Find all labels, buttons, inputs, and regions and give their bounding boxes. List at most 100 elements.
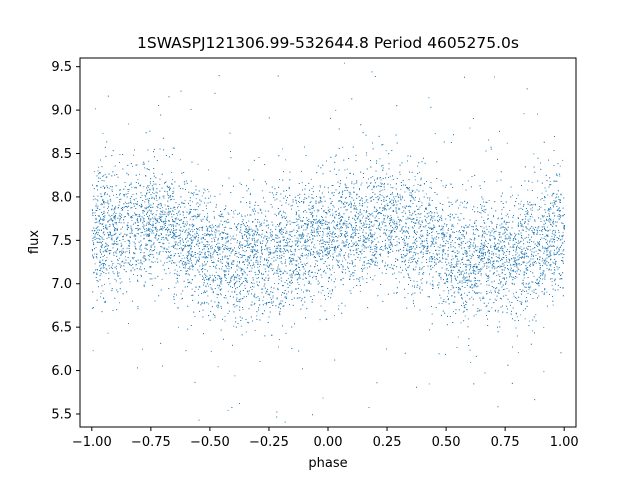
scatter-point [509, 260, 511, 262]
scatter-point [176, 280, 178, 282]
scatter-point [138, 262, 140, 264]
scatter-point [285, 212, 286, 214]
scatter-point [244, 234, 246, 235]
scatter-point [552, 231, 553, 233]
scatter-point [506, 142, 508, 144]
scatter-point [497, 292, 499, 294]
scatter-point [357, 248, 359, 249]
scatter-point [408, 262, 410, 263]
scatter-point [411, 196, 413, 198]
scatter-point [420, 238, 421, 240]
scatter-point [550, 265, 552, 267]
scatter-point [108, 187, 110, 189]
scatter-point [389, 221, 391, 223]
scatter-point [446, 279, 448, 281]
scatter-point [135, 234, 136, 236]
scatter-point [192, 269, 194, 271]
scatter-point [485, 240, 487, 242]
scatter-point [465, 269, 467, 270]
scatter-point [143, 224, 145, 226]
scatter-point [180, 293, 182, 295]
scatter-point [476, 265, 478, 267]
scatter-point [306, 290, 308, 292]
scatter-point [103, 203, 105, 205]
scatter-point [558, 199, 560, 200]
scatter-point [384, 232, 386, 234]
scatter-point [494, 310, 496, 312]
scatter-point [194, 229, 195, 230]
scatter-point [121, 253, 123, 254]
scatter-point [371, 243, 373, 245]
scatter-point [523, 277, 525, 279]
scatter-point [307, 238, 308, 240]
scatter-point [287, 278, 289, 280]
scatter-point [150, 213, 152, 215]
scatter-point [147, 186, 149, 188]
scatter-point [194, 246, 195, 247]
scatter-point [237, 261, 238, 263]
scatter-point [119, 213, 121, 214]
scatter-point [386, 229, 388, 231]
scatter-point [310, 253, 312, 255]
scatter-point [333, 236, 335, 238]
scatter-point [380, 190, 382, 191]
scatter-point [432, 217, 434, 219]
scatter-point [455, 200, 457, 202]
scatter-point [144, 167, 146, 169]
scatter-point [304, 240, 306, 242]
scatter-point [422, 267, 424, 269]
scatter-point [505, 215, 507, 217]
scatter-point [486, 284, 488, 286]
scatter-point [229, 248, 231, 249]
scatter-point [156, 197, 157, 199]
scatter-point [152, 188, 154, 190]
scatter-point [161, 229, 163, 231]
scatter-point [452, 287, 454, 289]
scatter-point [483, 209, 485, 211]
scatter-point [167, 248, 169, 250]
scatter-point [272, 194, 274, 196]
scatter-point [310, 178, 312, 180]
scatter-point [313, 275, 315, 277]
scatter-point [307, 262, 309, 264]
scatter-point [173, 255, 175, 257]
scatter-point [266, 291, 268, 293]
scatter-point [226, 246, 228, 248]
scatter-point [370, 182, 372, 184]
scatter-point [127, 189, 129, 190]
scatter-point [144, 201, 146, 203]
scatter-point [496, 260, 498, 262]
scatter-point [530, 286, 532, 288]
scatter-point [184, 257, 186, 259]
scatter-point [491, 264, 493, 266]
scatter-point [181, 248, 183, 250]
scatter-point [337, 240, 339, 242]
scatter-point [215, 229, 217, 231]
scatter-point [224, 276, 226, 278]
scatter-point [447, 295, 448, 297]
scatter-point [259, 221, 260, 223]
scatter-point [451, 255, 453, 257]
scatter-point [143, 186, 145, 188]
scatter-point [124, 206, 125, 208]
scatter-point [421, 240, 423, 242]
scatter-point [511, 276, 513, 278]
scatter-point [320, 292, 322, 294]
scatter-point [369, 229, 371, 231]
scatter-point [543, 327, 545, 328]
scatter-point [256, 315, 258, 317]
scatter-point [269, 253, 271, 255]
scatter-point [96, 227, 98, 228]
scatter-point [179, 241, 181, 243]
scatter-point [425, 239, 427, 241]
scatter-point [303, 202, 304, 204]
scatter-point [531, 281, 533, 283]
scatter-point [261, 190, 263, 192]
scatter-point [417, 261, 419, 263]
scatter-point [371, 241, 373, 243]
scatter-point [155, 191, 157, 193]
scatter-point [241, 233, 243, 234]
scatter-point [108, 226, 110, 228]
scatter-point [405, 218, 407, 220]
scatter-point [253, 282, 255, 284]
